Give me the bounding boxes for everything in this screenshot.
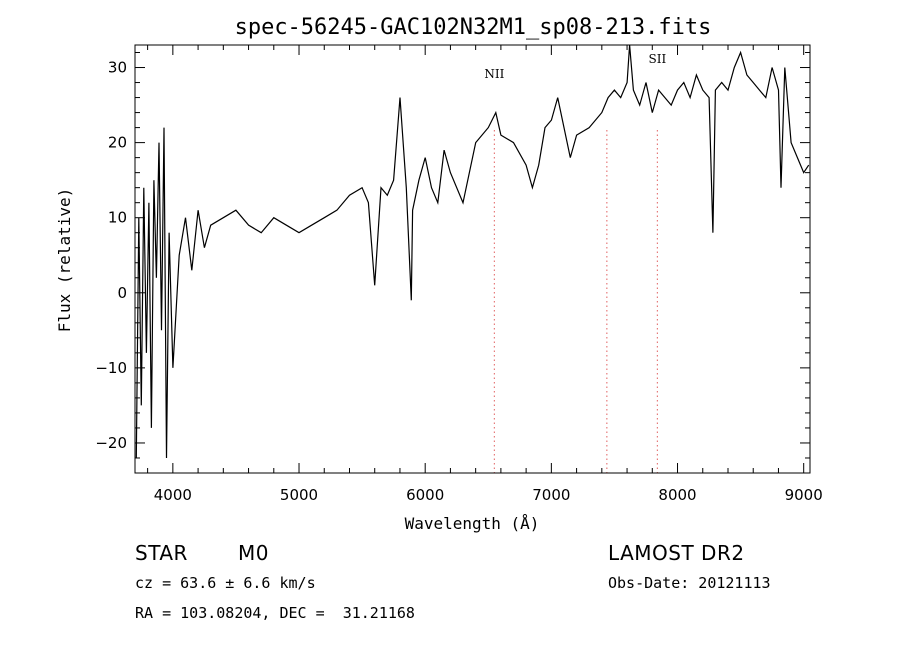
plot-frame <box>134 44 811 474</box>
x-axis-ticks: 4000 5000 6000 7000 8000 9000 <box>147 45 823 504</box>
x-tick-label: 4000 <box>154 486 192 504</box>
y-tick-label: 30 <box>108 59 127 77</box>
spectrum-line <box>135 45 810 459</box>
survey-name: LAMOST DR2 <box>608 541 745 565</box>
plot-border <box>134 44 811 474</box>
y-axis-label: Flux (relative) <box>55 188 74 333</box>
spectrum-series <box>135 45 810 459</box>
redshift-text: cz = 63.6 ± 6.6 km/s <box>135 574 316 592</box>
y-tick-label: 20 <box>108 134 127 152</box>
emission-line-markers: NII SII <box>484 52 666 473</box>
y-tick-label: −10 <box>95 359 127 377</box>
obs-date-text: Obs-Date: 20121113 <box>608 574 771 592</box>
y-axis-ticks: −20 −10 0 10 20 30 <box>95 52 810 459</box>
x-tick-label: 7000 <box>532 486 570 504</box>
chart-title: spec-56245-GAC102N32M1_sp08-213.fits <box>235 15 712 40</box>
x-tick-label: 8000 <box>658 486 696 504</box>
x-tick-label: 9000 <box>785 486 823 504</box>
line-marker-label-0: NII <box>484 67 504 81</box>
y-tick-label: 0 <box>117 284 127 302</box>
x-tick-label: 5000 <box>280 486 318 504</box>
line-marker-label-2: SII <box>648 52 666 66</box>
y-tick-label: −20 <box>95 434 127 452</box>
y-tick-label: 10 <box>108 209 127 227</box>
object-class: STAR <box>135 541 188 565</box>
object-subclass: M0 <box>238 541 269 565</box>
x-tick-label: 6000 <box>406 486 444 504</box>
coordinates-text: RA = 103.08204, DEC = 31.21168 <box>135 604 415 622</box>
x-axis-label: Wavelength (Å) <box>405 514 540 533</box>
